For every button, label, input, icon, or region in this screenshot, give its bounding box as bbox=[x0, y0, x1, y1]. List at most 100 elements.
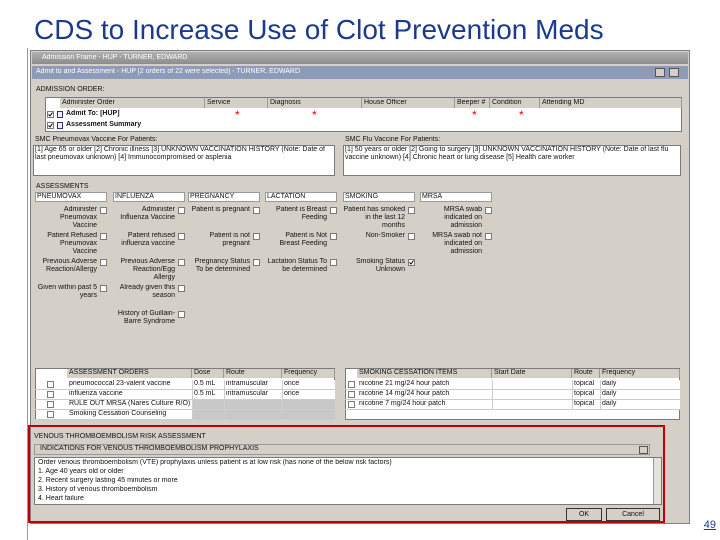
checkbox[interactable] bbox=[178, 207, 185, 214]
section-label: ADMISSION ORDER: bbox=[36, 86, 105, 93]
cell-text: RULE OUT MRSA (Nares Culture R/O) bbox=[69, 400, 191, 407]
item-label: Patient has smoked in the last 12 months bbox=[343, 206, 405, 229]
column-header bbox=[282, 369, 335, 378]
item-label: Patient Refused Pneumovax Vaccine bbox=[47, 232, 97, 255]
column-header bbox=[540, 98, 682, 108]
checkbox[interactable] bbox=[178, 311, 185, 318]
row-line bbox=[35, 389, 335, 390]
checkbox[interactable] bbox=[178, 233, 185, 240]
column-header-text: Dose bbox=[194, 369, 211, 376]
row-line bbox=[345, 409, 680, 410]
column-header-text: Service bbox=[207, 99, 231, 106]
cell bbox=[492, 390, 572, 399]
button[interactable]: Cancel bbox=[606, 508, 660, 521]
group-header bbox=[188, 192, 260, 202]
cell bbox=[192, 390, 224, 399]
checkbox[interactable] bbox=[253, 207, 260, 214]
checkbox[interactable] bbox=[47, 111, 54, 118]
section-label: ASSESSMENTS bbox=[36, 183, 89, 190]
checkbox[interactable] bbox=[253, 233, 260, 240]
vte-header bbox=[34, 444, 650, 455]
slide-rule bbox=[27, 48, 28, 540]
checkbox[interactable] bbox=[100, 233, 107, 240]
checkbox[interactable] bbox=[178, 285, 185, 292]
cell-text: once bbox=[284, 380, 300, 387]
checkbox[interactable] bbox=[47, 122, 54, 129]
required-marker: * bbox=[519, 110, 524, 119]
checkbox[interactable] bbox=[408, 233, 415, 240]
help-button[interactable] bbox=[669, 68, 679, 77]
item-label: Smoking Status Unknown bbox=[355, 258, 405, 273]
column-header-text: Start Date bbox=[494, 369, 526, 376]
column-header bbox=[268, 98, 362, 108]
cell-text: influenza vaccine bbox=[69, 390, 123, 397]
checkbox[interactable] bbox=[330, 207, 337, 214]
item-label: Patient is pregnant bbox=[191, 206, 250, 213]
order-name: Admit To: [HUP] bbox=[66, 110, 120, 117]
group-name: PREGNANCY bbox=[190, 193, 235, 200]
cell bbox=[224, 390, 282, 399]
item-label: Patient is not pregnant bbox=[209, 232, 250, 247]
checkbox[interactable] bbox=[100, 207, 107, 214]
checkbox[interactable] bbox=[178, 259, 185, 266]
row-line bbox=[345, 389, 680, 390]
column-header-text: Attending MD bbox=[542, 99, 585, 106]
checkbox[interactable] bbox=[47, 401, 54, 408]
checkbox[interactable] bbox=[348, 391, 355, 398]
cell bbox=[192, 380, 224, 389]
vaccine-text: [1] 50 years or older [2] Going to surge… bbox=[345, 146, 669, 161]
column-header bbox=[67, 369, 192, 378]
column-header-text: ASSESSMENT ORDERS bbox=[69, 369, 149, 376]
checkbox[interactable] bbox=[348, 381, 355, 388]
checkbox[interactable] bbox=[100, 259, 107, 266]
vte-line: 3. History of venous thromboembolism bbox=[38, 486, 158, 493]
scrollbar bbox=[653, 458, 661, 504]
vte-line: 1. Age 40 years old or older bbox=[38, 468, 124, 475]
cell-text: pneumococcal 23-valent vaccine bbox=[69, 380, 171, 387]
close-button[interactable] bbox=[655, 68, 665, 77]
cell-text: topical bbox=[574, 390, 595, 397]
row-line bbox=[35, 409, 335, 410]
checkbox[interactable] bbox=[330, 259, 337, 266]
checkbox[interactable] bbox=[348, 401, 355, 408]
cell-text: nicotine 7 mg/24 hour patch bbox=[359, 400, 446, 407]
checkbox[interactable] bbox=[100, 285, 107, 292]
cell bbox=[192, 410, 224, 419]
column-header-text: SMOKING CESSATION ITEMS bbox=[359, 369, 458, 376]
column-header-text: Condition bbox=[492, 99, 522, 106]
cell bbox=[600, 390, 680, 399]
checkbox[interactable] bbox=[408, 259, 415, 266]
column-header-text: Route bbox=[226, 369, 245, 376]
page-number: 49 bbox=[703, 519, 716, 531]
cell-text: topical bbox=[574, 380, 595, 387]
checkbox[interactable] bbox=[47, 411, 54, 418]
checkbox[interactable] bbox=[485, 207, 492, 214]
column-header-text: Diagnosis bbox=[270, 99, 301, 106]
column-header-text: House Officer bbox=[364, 99, 407, 106]
cell-text: nicotine 14 mg/24 hour patch bbox=[359, 390, 450, 397]
checkbox[interactable] bbox=[408, 207, 415, 214]
cell-text: intramuscular bbox=[226, 390, 269, 397]
button[interactable]: OK bbox=[566, 508, 602, 521]
row-line bbox=[35, 399, 335, 400]
group-header bbox=[113, 192, 185, 202]
checkbox[interactable] bbox=[47, 391, 54, 398]
dropdown-button[interactable] bbox=[639, 446, 648, 454]
checkbox[interactable] bbox=[253, 259, 260, 266]
required-marker: * bbox=[472, 110, 477, 119]
checkbox[interactable] bbox=[47, 381, 54, 388]
section-label: VENOUS THROMBOEMBOLISM RISK ASSESSMENT bbox=[34, 433, 206, 440]
required-marker: * bbox=[235, 110, 240, 119]
item-label: History of Guillain-Barre Syndrome bbox=[117, 310, 175, 325]
cell-text: nicotine 21 mg/24 hour patch bbox=[359, 380, 450, 387]
checkbox[interactable] bbox=[485, 233, 492, 240]
column-header bbox=[362, 98, 455, 108]
column-header-text: Beeper # bbox=[457, 99, 486, 106]
item-label: MRSA swab indicated on admission bbox=[443, 206, 482, 229]
column-header bbox=[224, 369, 282, 378]
group-header bbox=[35, 192, 107, 202]
check-mark bbox=[409, 260, 414, 265]
checkbox[interactable] bbox=[330, 233, 337, 240]
group-header bbox=[420, 192, 492, 202]
